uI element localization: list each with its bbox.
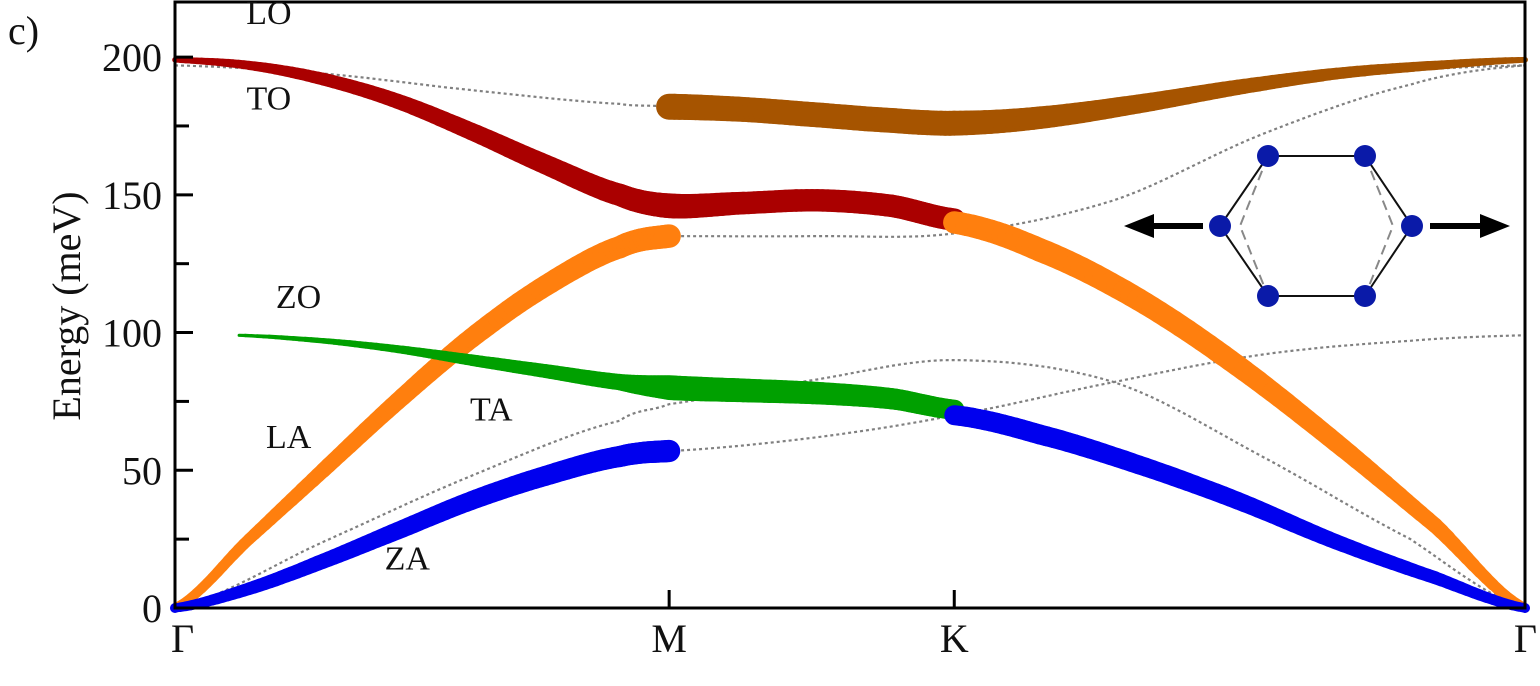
branch-label-la: LA	[266, 419, 312, 456]
y-tick-label: 0	[142, 586, 162, 631]
panel-label: c)	[8, 8, 39, 53]
x-tick-label: Γ	[171, 616, 194, 661]
branch-label-zo: ZO	[276, 279, 321, 316]
y-tick-label: 100	[102, 311, 162, 356]
y-axis-label: Energy (meV)	[44, 191, 89, 420]
hexagon-solid	[1218, 155, 1414, 297]
y-tick-label: 150	[102, 173, 162, 218]
y-tick-label: 200	[102, 35, 162, 80]
atom-icon	[1354, 285, 1376, 307]
band-za-5	[170, 439, 681, 613]
atoms	[1209, 145, 1423, 307]
atom-icon	[1209, 215, 1231, 237]
band-za-6	[944, 405, 1530, 613]
phonon-bands	[170, 56, 1530, 613]
branch-label-to: TO	[247, 80, 292, 117]
arrow-left-icon	[1124, 214, 1203, 238]
guide-curve-3	[174, 358, 1526, 610]
y-tick-label: 50	[122, 448, 162, 493]
atom-icon	[1257, 285, 1279, 307]
atom-icon	[1401, 215, 1423, 237]
x-tick-label: M	[651, 616, 687, 661]
band-zo-4	[237, 333, 965, 420]
atom-icon	[1257, 145, 1279, 167]
band-la-2	[170, 224, 681, 613]
plot-frame	[173, 0, 1527, 610]
band-to-1	[656, 56, 1528, 136]
branch-label-lo: LO	[246, 0, 291, 32]
arrow-right-icon	[1430, 214, 1510, 238]
x-tick-label: Γ	[1514, 616, 1537, 661]
branch-label-ta: TA	[470, 392, 513, 429]
hexagon-dashed-right	[1364, 155, 1395, 297]
band-la-3	[943, 211, 1530, 613]
hexagon-mode-inset	[1124, 145, 1510, 307]
guide-curves	[174, 64, 1526, 610]
hexagon-dashed-left	[1238, 155, 1269, 297]
y-ticks: 0 50 100 150 200	[102, 35, 193, 631]
branch-label-za: ZA	[385, 540, 431, 577]
branch-labels: LO TO ZO LA TA ZA	[246, 0, 513, 577]
band-lo-0	[172, 56, 966, 231]
x-tick-label: K	[940, 616, 969, 661]
atom-icon	[1354, 145, 1376, 167]
